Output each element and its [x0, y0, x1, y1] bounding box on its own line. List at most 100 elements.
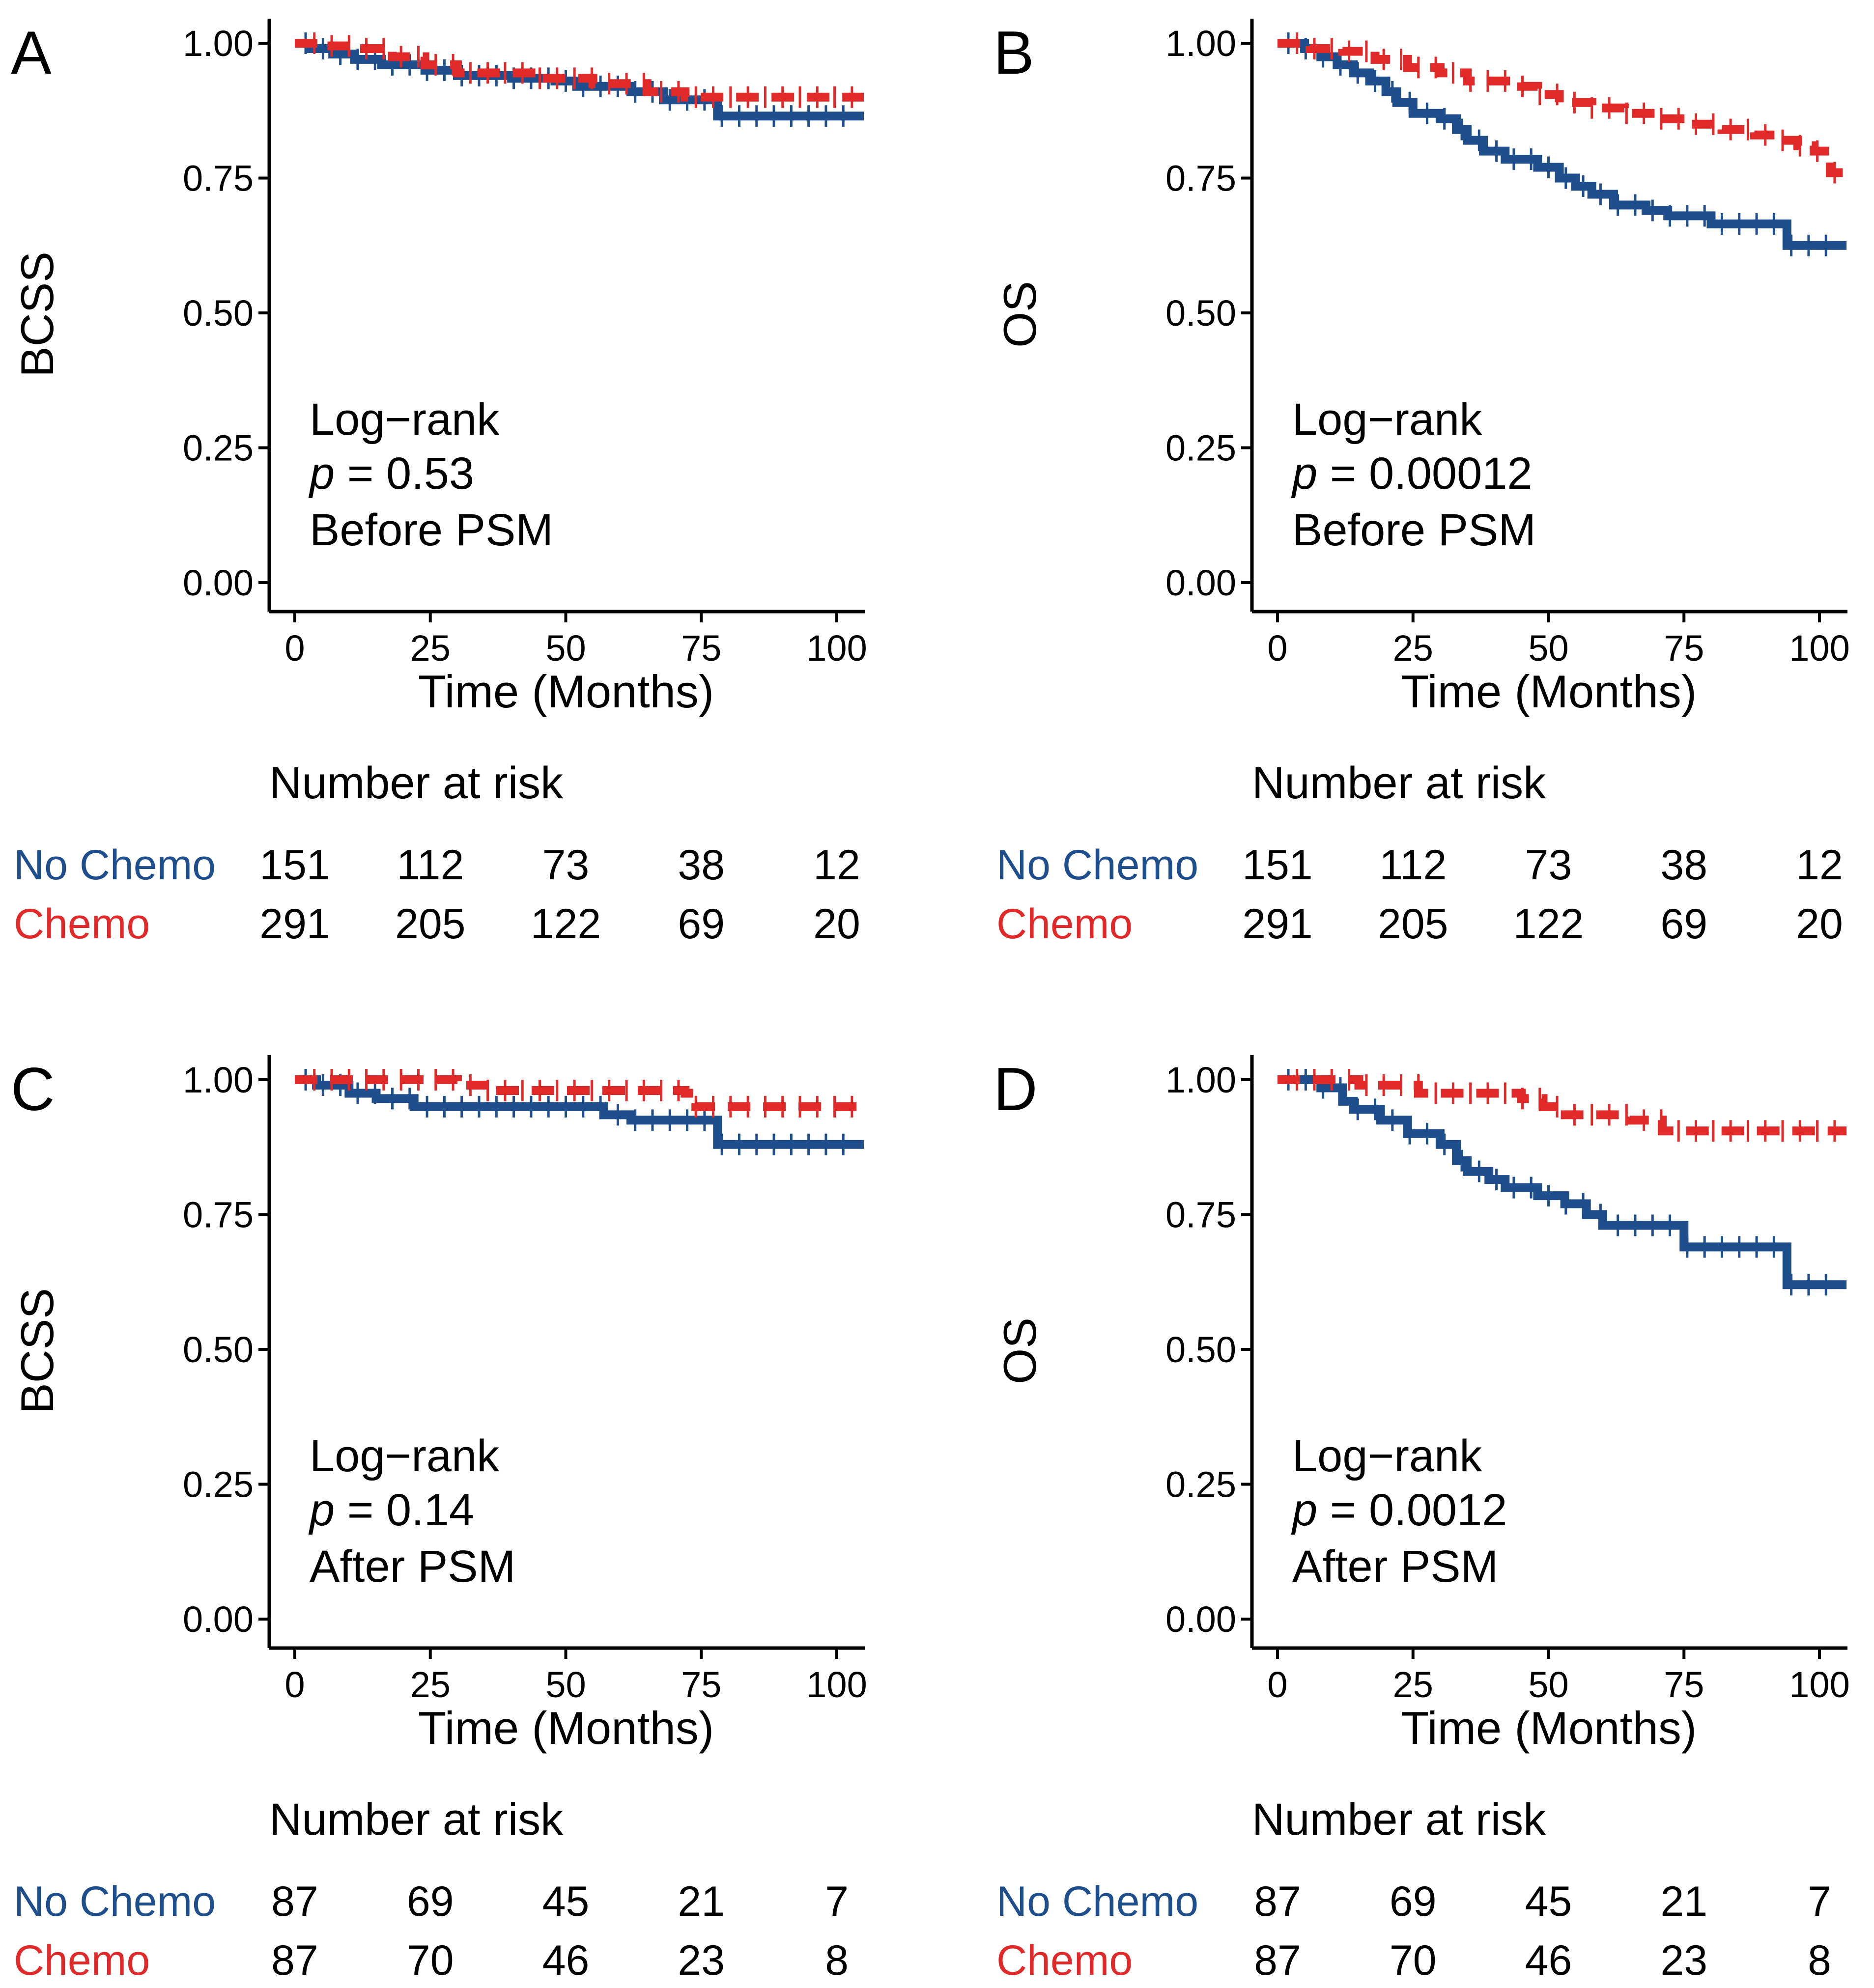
- x-axis-title: Time (Months): [418, 666, 714, 717]
- annotation-test: Log−rank: [310, 1431, 500, 1481]
- censor-marks-chemo: [1296, 1069, 1836, 1142]
- risk-value: 73: [542, 841, 590, 889]
- risk-row-label: No Chemo: [996, 1878, 1198, 1925]
- risk-value: 7: [1808, 1878, 1831, 1925]
- risk-row-label: Chemo: [996, 1937, 1133, 1984]
- x-tick-label: 25: [1393, 628, 1433, 669]
- x-tick-label: 75: [681, 628, 721, 669]
- risk-value: 69: [407, 1878, 454, 1925]
- km-panel-b: B 0.00 0.25 0.50 0.75 1.00 0 25 50 75 100 Time (Mon…: [994, 19, 1850, 948]
- risk-value: 7: [825, 1878, 849, 1925]
- risk-value: 8: [1808, 1937, 1831, 1984]
- censor-marks-chemo: [1296, 32, 1836, 184]
- panel-letter: D: [994, 1056, 1038, 1123]
- y-tick-label: 0.50: [1165, 1329, 1236, 1370]
- annotation-p-value: p = 0.14: [308, 1485, 474, 1535]
- annotation-test: Log−rank: [1292, 394, 1482, 445]
- y-tick-label: 1.00: [183, 1060, 254, 1100]
- x-tick-label: 75: [1664, 1664, 1704, 1705]
- risk-value: 20: [1796, 900, 1843, 948]
- y-axis-title: OS: [994, 281, 1046, 348]
- y-tick-label: 1.00: [1165, 23, 1236, 64]
- censor-marks-chemo: [313, 32, 853, 108]
- survival-curve-chemo: [1278, 1075, 1847, 1136]
- x-tick-label: 100: [1789, 1664, 1849, 1705]
- annotation-p-symbol: p: [1291, 448, 1317, 499]
- y-tick-label: 0.50: [1165, 293, 1236, 334]
- km-panel-d: D 0.00 0.25 0.50 0.75 1.00 0 25 50 75 100 Time (Mon…: [994, 1055, 1850, 1984]
- risk-value: 21: [678, 1878, 725, 1925]
- risk-value: 69: [1660, 900, 1707, 948]
- x-tick-label: 0: [284, 1664, 305, 1705]
- x-tick-label: 50: [1528, 628, 1568, 669]
- risk-value: 151: [1242, 841, 1313, 889]
- x-tick-label: 75: [681, 1664, 721, 1705]
- survival-curve-chemo: [295, 1075, 864, 1111]
- x-axis-title: Time (Months): [1401, 1702, 1697, 1754]
- x-tick-label: 50: [1528, 1664, 1568, 1705]
- risk-value: 46: [1525, 1937, 1572, 1984]
- annotation-p-value: p = 0.53: [308, 448, 474, 499]
- risk-value: 21: [1660, 1878, 1707, 1925]
- y-tick-label: 1.00: [1165, 1060, 1236, 1100]
- x-tick-label: 25: [1393, 1664, 1433, 1705]
- risk-table-title: Number at risk: [1252, 758, 1546, 808]
- risk-value: 112: [397, 841, 464, 889]
- panel-letter: A: [11, 19, 52, 87]
- risk-row-label: Chemo: [14, 900, 150, 948]
- risk-value: 122: [1513, 900, 1584, 948]
- risk-value: 291: [259, 900, 330, 948]
- censor-marks-chemo: [313, 1069, 853, 1118]
- annotation-p-number: = 0.00012: [1317, 448, 1532, 499]
- y-tick-label: 0.00: [183, 562, 254, 603]
- risk-row-label: No Chemo: [14, 1878, 216, 1925]
- y-tick-label: 0.00: [1165, 562, 1236, 603]
- x-tick-label: 0: [284, 628, 305, 669]
- annotation-p-number: = 0.14: [335, 1485, 474, 1535]
- risk-value: 45: [542, 1878, 590, 1925]
- y-axis-title: OS: [994, 1317, 1046, 1384]
- annotation-p-number: = 0.53: [335, 448, 474, 499]
- annotation-note: After PSM: [1292, 1541, 1498, 1592]
- risk-table-title: Number at risk: [269, 758, 564, 808]
- risk-value: 69: [1390, 1878, 1437, 1925]
- risk-value: 87: [1254, 1878, 1301, 1925]
- y-tick-label: 0.25: [183, 428, 254, 469]
- y-tick-label: 0.50: [183, 1329, 254, 1370]
- y-axis-title: BCSS: [11, 1288, 63, 1414]
- km-panel-c: C 0.00 0.25 0.50 0.75 1.00 0 25 50 75 100 Time (Mon…: [11, 1055, 867, 1984]
- risk-value: 70: [1390, 1937, 1437, 1984]
- risk-value: 205: [1378, 900, 1448, 948]
- x-tick-label: 50: [545, 1664, 586, 1705]
- x-tick-label: 0: [1267, 628, 1287, 669]
- y-tick-label: 0.75: [183, 158, 254, 199]
- survival-curve-chemo: [1278, 39, 1847, 177]
- x-tick-label: 75: [1664, 628, 1704, 669]
- survival-curve-no-chemo: [1278, 39, 1847, 250]
- risk-value: 291: [1242, 900, 1313, 948]
- annotation-note: After PSM: [310, 1541, 515, 1592]
- risk-value: 8: [825, 1937, 849, 1984]
- risk-table-title: Number at risk: [269, 1794, 564, 1845]
- risk-value: 87: [271, 1937, 318, 1984]
- y-tick-label: 0.25: [1165, 428, 1236, 469]
- y-tick-label: 0.75: [1165, 1195, 1236, 1235]
- x-tick-label: 100: [1789, 628, 1849, 669]
- risk-value: 205: [395, 900, 466, 948]
- risk-row-label: Chemo: [996, 900, 1133, 948]
- y-tick-label: 0.75: [183, 1195, 254, 1235]
- risk-value: 151: [259, 841, 330, 889]
- y-tick-label: 0.00: [1165, 1599, 1236, 1640]
- survival-curve-chemo: [295, 39, 864, 102]
- risk-row-label: No Chemo: [14, 841, 216, 889]
- risk-value: 38: [678, 841, 725, 889]
- risk-value: 87: [1254, 1937, 1301, 1984]
- y-tick-label: 0.25: [183, 1464, 254, 1505]
- annotation-p-symbol: p: [308, 1485, 335, 1535]
- panel-letter: C: [11, 1056, 55, 1123]
- x-tick-label: 100: [806, 1664, 867, 1705]
- x-axis-title: Time (Months): [1401, 666, 1697, 717]
- annotation-test: Log−rank: [310, 394, 500, 445]
- risk-value: 12: [1796, 841, 1843, 889]
- risk-value: 45: [1525, 1878, 1572, 1925]
